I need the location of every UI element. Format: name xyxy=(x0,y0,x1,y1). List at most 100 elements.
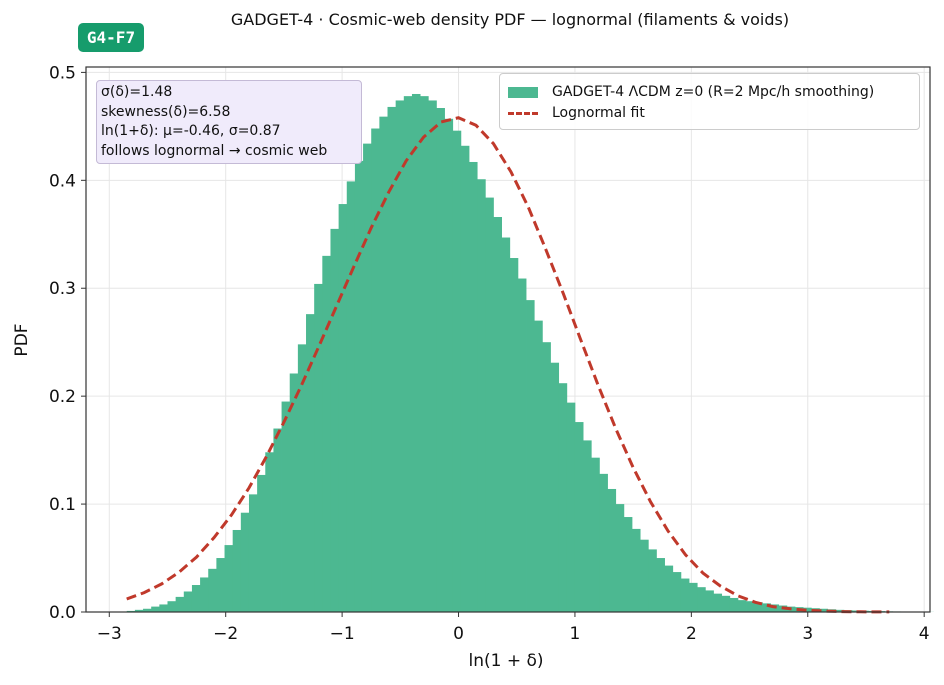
histogram-bar xyxy=(338,204,348,613)
histogram-bar xyxy=(428,100,437,612)
x-tick-label: −2 xyxy=(213,624,238,644)
histogram-bar xyxy=(265,452,274,612)
histogram-bar xyxy=(354,160,364,612)
histogram-bar xyxy=(452,130,462,612)
histogram-bar xyxy=(558,383,568,612)
lognormal-fit-line xyxy=(126,116,890,614)
histogram-bar xyxy=(631,528,641,612)
histogram-bar xyxy=(737,600,747,612)
histogram-bar xyxy=(297,344,307,612)
y-tick-label: 0.0 xyxy=(49,603,76,623)
histogram-bar xyxy=(607,488,617,612)
histogram-bar xyxy=(240,512,250,612)
legend-label-histogram: GADGET-4 ΛCDM z=0 (R=2 Mpc/h smoothing) xyxy=(552,84,875,100)
x-axis-ticks: −3 −2 −1 0 1 2 3 4 xyxy=(97,612,930,644)
histogram-bar xyxy=(322,255,331,612)
legend-entry-histogram: GADGET-4 ΛCDM z=0 (R=2 Mpc/h smoothing) xyxy=(508,82,874,102)
histogram-bar xyxy=(403,96,413,612)
legend-entry-fit: Lognormal fit xyxy=(508,103,645,123)
histogram-bar xyxy=(574,422,584,612)
histogram-bar xyxy=(216,558,225,612)
histogram-bar xyxy=(436,108,445,613)
x-tick-label: 2 xyxy=(686,624,697,644)
histogram-bar xyxy=(151,606,160,612)
x-tick-label: 4 xyxy=(919,624,930,644)
figure-badge: G4-F7 xyxy=(78,23,144,52)
histogram-bar xyxy=(395,100,405,612)
y-tick-label: 0.1 xyxy=(49,495,76,515)
histogram-bar xyxy=(509,258,519,612)
y-axis-label: PDF xyxy=(12,323,32,356)
x-axis-label: ln(1 + δ) xyxy=(468,651,543,671)
histogram-bar xyxy=(224,545,234,612)
histogram-bar xyxy=(713,593,723,612)
histogram-bar xyxy=(689,582,698,612)
histogram-bars xyxy=(126,93,934,613)
stat-note: follows lognormal → cosmic web xyxy=(101,142,328,159)
histogram-bar xyxy=(191,585,201,612)
histogram-bar xyxy=(379,116,388,613)
histogram-bar xyxy=(672,572,682,612)
histogram-bar xyxy=(835,609,845,612)
histogram-bar xyxy=(583,440,592,612)
histogram-bar xyxy=(314,283,323,612)
histogram-bar xyxy=(680,578,690,612)
histogram-bar xyxy=(289,373,299,612)
y-tick-label: 0.3 xyxy=(49,279,76,299)
histogram-bar xyxy=(346,181,356,612)
chart-title: GADGET-4 · Cosmic-web density PDF — logn… xyxy=(230,10,790,29)
histogram-bar xyxy=(591,457,600,612)
histogram-bar xyxy=(648,549,657,612)
legend-swatch-fit xyxy=(508,111,538,115)
histogram-bar xyxy=(697,587,706,612)
histogram-bar xyxy=(803,607,812,612)
grid-lines xyxy=(86,67,930,613)
legend-label-fit: Lognormal fit xyxy=(552,105,645,121)
histogram-bar xyxy=(281,401,291,612)
histogram-bar xyxy=(167,601,177,612)
y-tick-label: 0.2 xyxy=(49,387,76,407)
histogram-bar xyxy=(460,145,470,613)
histogram-bar xyxy=(705,590,714,612)
histogram-bar xyxy=(526,300,535,612)
histogram-bar xyxy=(371,128,380,613)
histogram-bar xyxy=(273,428,282,612)
stat-skewness: skewness(δ)=6.58 xyxy=(101,103,231,120)
histogram-bar xyxy=(420,96,429,612)
histogram-bar xyxy=(444,118,454,613)
histogram-bar xyxy=(501,237,511,613)
histogram-bar xyxy=(485,197,494,612)
histogram-bar xyxy=(232,529,242,612)
stat-sigma: σ(δ)=1.48 xyxy=(101,84,173,100)
histogram-bar xyxy=(640,539,649,612)
x-tick-label: −3 xyxy=(97,624,122,644)
histogram-bar xyxy=(852,610,861,612)
histogram-bar xyxy=(623,517,633,612)
histogram-bar xyxy=(257,474,266,612)
histogram-bar xyxy=(159,604,168,612)
histogram-bar xyxy=(819,608,828,612)
histogram-bar xyxy=(754,602,763,612)
histogram-bar xyxy=(656,558,665,612)
x-tick-label: 0 xyxy=(453,624,464,644)
y-axis-ticks: 0.0 0.1 0.2 0.3 0.4 0.5 xyxy=(49,63,86,623)
histogram-bar xyxy=(306,314,315,612)
stats-box: σ(δ)=1.48 skewness(δ)=6.58 ln(1+δ): μ=-0… xyxy=(96,80,362,164)
stat-lognormal-params: ln(1+δ): μ=-0.46, σ=0.87 xyxy=(101,123,281,139)
histogram-bar xyxy=(469,161,478,613)
histogram-bar xyxy=(248,494,258,612)
y-tick-label: 0.4 xyxy=(49,171,76,191)
histogram-bar xyxy=(208,568,217,612)
histogram-bar xyxy=(721,595,731,612)
histogram-bar xyxy=(477,179,486,613)
x-tick-label: −1 xyxy=(330,624,355,644)
histogram-bar xyxy=(746,601,755,612)
histogram-bar xyxy=(183,591,193,612)
histogram-bar xyxy=(134,609,144,612)
histogram-bar xyxy=(143,608,152,612)
legend: GADGET-4 ΛCDM z=0 (R=2 Mpc/h smoothing) … xyxy=(499,73,920,130)
histogram-bar xyxy=(550,362,560,612)
histogram-bar xyxy=(517,278,527,612)
histogram-bar xyxy=(599,473,608,612)
